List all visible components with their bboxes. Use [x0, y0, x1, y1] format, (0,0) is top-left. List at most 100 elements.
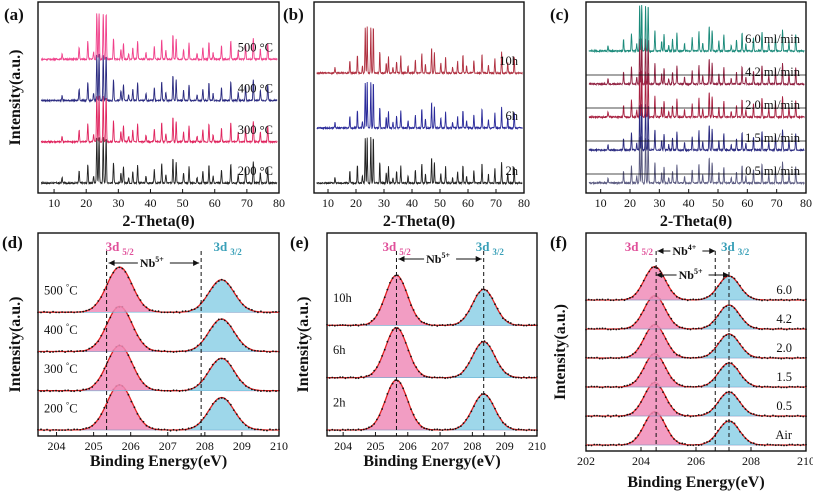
raw-data-point	[250, 388, 253, 391]
raw-data-point	[596, 443, 598, 446]
raw-data-point	[235, 413, 238, 416]
raw-data-point	[37, 428, 39, 431]
raw-data-point	[733, 365, 736, 368]
raw-data-point	[465, 366, 468, 369]
raw-data-point	[640, 343, 642, 346]
raw-data-point	[499, 312, 502, 315]
peak-label-main: 3d	[214, 239, 229, 254]
raw-data-point	[373, 317, 376, 320]
raw-data-point	[145, 306, 148, 309]
raw-data-point	[664, 396, 667, 399]
peak-3d32-label: 3d 3/2	[476, 239, 505, 257]
raw-data-point	[368, 426, 370, 429]
raw-data-point	[43, 351, 45, 353]
raw-data-point	[491, 402, 494, 405]
raw-data-point	[736, 397, 739, 400]
x-tick-label: 10	[322, 196, 334, 210]
series-label-unit: °C	[260, 40, 273, 54]
raw-data-point	[496, 307, 499, 310]
raw-data-point	[444, 324, 447, 327]
peak-3d32-label: 3d 3/2	[721, 239, 750, 257]
x-tick-label: 70	[490, 196, 502, 210]
raw-data-point	[615, 414, 618, 417]
raw-data-point	[417, 317, 420, 320]
raw-data-point	[695, 298, 697, 301]
raw-data-point	[130, 321, 133, 323]
raw-data-point	[623, 327, 626, 330]
raw-data-point	[517, 323, 520, 326]
raw-data-point	[37, 311, 39, 314]
raw-data-point	[590, 356, 593, 359]
raw-data-point	[109, 355, 112, 358]
raw-data-point	[154, 389, 157, 391]
raw-data-point	[596, 414, 598, 417]
panel-label: (d)	[2, 233, 23, 252]
raw-data-point	[436, 376, 439, 379]
raw-data-point	[58, 311, 60, 314]
raw-data-point	[717, 401, 719, 404]
raw-data-point	[462, 317, 465, 320]
raw-data-point	[217, 280, 220, 282]
raw-data-point	[692, 356, 695, 359]
peak-3d32-label: 3d 3/2	[214, 239, 243, 257]
nb-label: Nb5+	[140, 255, 164, 270]
raw-data-point	[631, 324, 634, 327]
raw-data-point	[794, 444, 796, 446]
raw-data-point	[761, 357, 763, 360]
raw-data-point	[360, 375, 363, 378]
raw-data-point	[473, 405, 475, 408]
raw-data-point	[46, 428, 48, 431]
raw-data-point	[692, 298, 695, 301]
raw-data-point	[449, 428, 452, 431]
raw-data-point	[796, 385, 799, 388]
raw-data-point	[208, 408, 211, 411]
series-label-unit: °C	[260, 123, 273, 137]
raw-data-point	[755, 356, 758, 359]
raw-data-point	[241, 343, 244, 346]
plot-frame	[37, 1, 280, 194]
raw-data-point	[211, 363, 214, 366]
raw-data-point	[799, 386, 802, 388]
raw-data-point	[166, 389, 169, 392]
raw-data-point	[257, 389, 259, 392]
raw-data-point	[714, 318, 717, 321]
raw-data-point	[780, 386, 783, 389]
raw-data-point	[181, 310, 184, 313]
raw-data-point	[459, 319, 462, 322]
raw-data-point	[223, 279, 226, 282]
raw-data-point	[208, 368, 211, 371]
raw-data-point	[645, 419, 648, 422]
raw-data-point	[774, 444, 777, 447]
raw-data-point	[612, 386, 615, 388]
raw-data-point	[328, 324, 331, 327]
raw-data-point	[383, 348, 386, 351]
raw-data-point	[148, 348, 151, 351]
raw-data-point	[64, 351, 67, 353]
series-label-unit-c: C	[69, 323, 77, 337]
x-axis-title: Binding Energy(eV)	[627, 474, 764, 491]
x-tick-label: 204	[334, 439, 352, 453]
raw-data-point	[459, 425, 462, 427]
raw-data-point	[772, 414, 774, 417]
raw-data-point	[457, 374, 460, 377]
raw-data-point	[645, 390, 648, 393]
raw-data-point	[525, 429, 528, 432]
raw-data-point	[620, 415, 623, 418]
raw-data-point	[684, 386, 686, 388]
series-label: 2.0 ml/min	[745, 98, 801, 112]
raw-data-point	[593, 414, 596, 417]
raw-data-point	[708, 381, 711, 384]
raw-data-point	[55, 389, 57, 392]
raw-data-point	[675, 440, 678, 442]
raw-data-point	[459, 373, 462, 375]
peak-label-main: 3d	[721, 239, 736, 254]
raw-data-point	[758, 414, 761, 417]
raw-data-point	[783, 328, 785, 331]
raw-data-point	[433, 428, 436, 431]
raw-data-point	[730, 420, 733, 423]
raw-data-point	[360, 323, 363, 326]
xrd-panel-2: 10 20 30 40 50 60 70 80 0.5 ml/min 1.5 ml/min 2.0 …	[585, 1, 812, 210]
x-tick-label: 205	[366, 439, 384, 453]
raw-data-point	[711, 379, 714, 382]
raw-data-point	[145, 345, 148, 348]
